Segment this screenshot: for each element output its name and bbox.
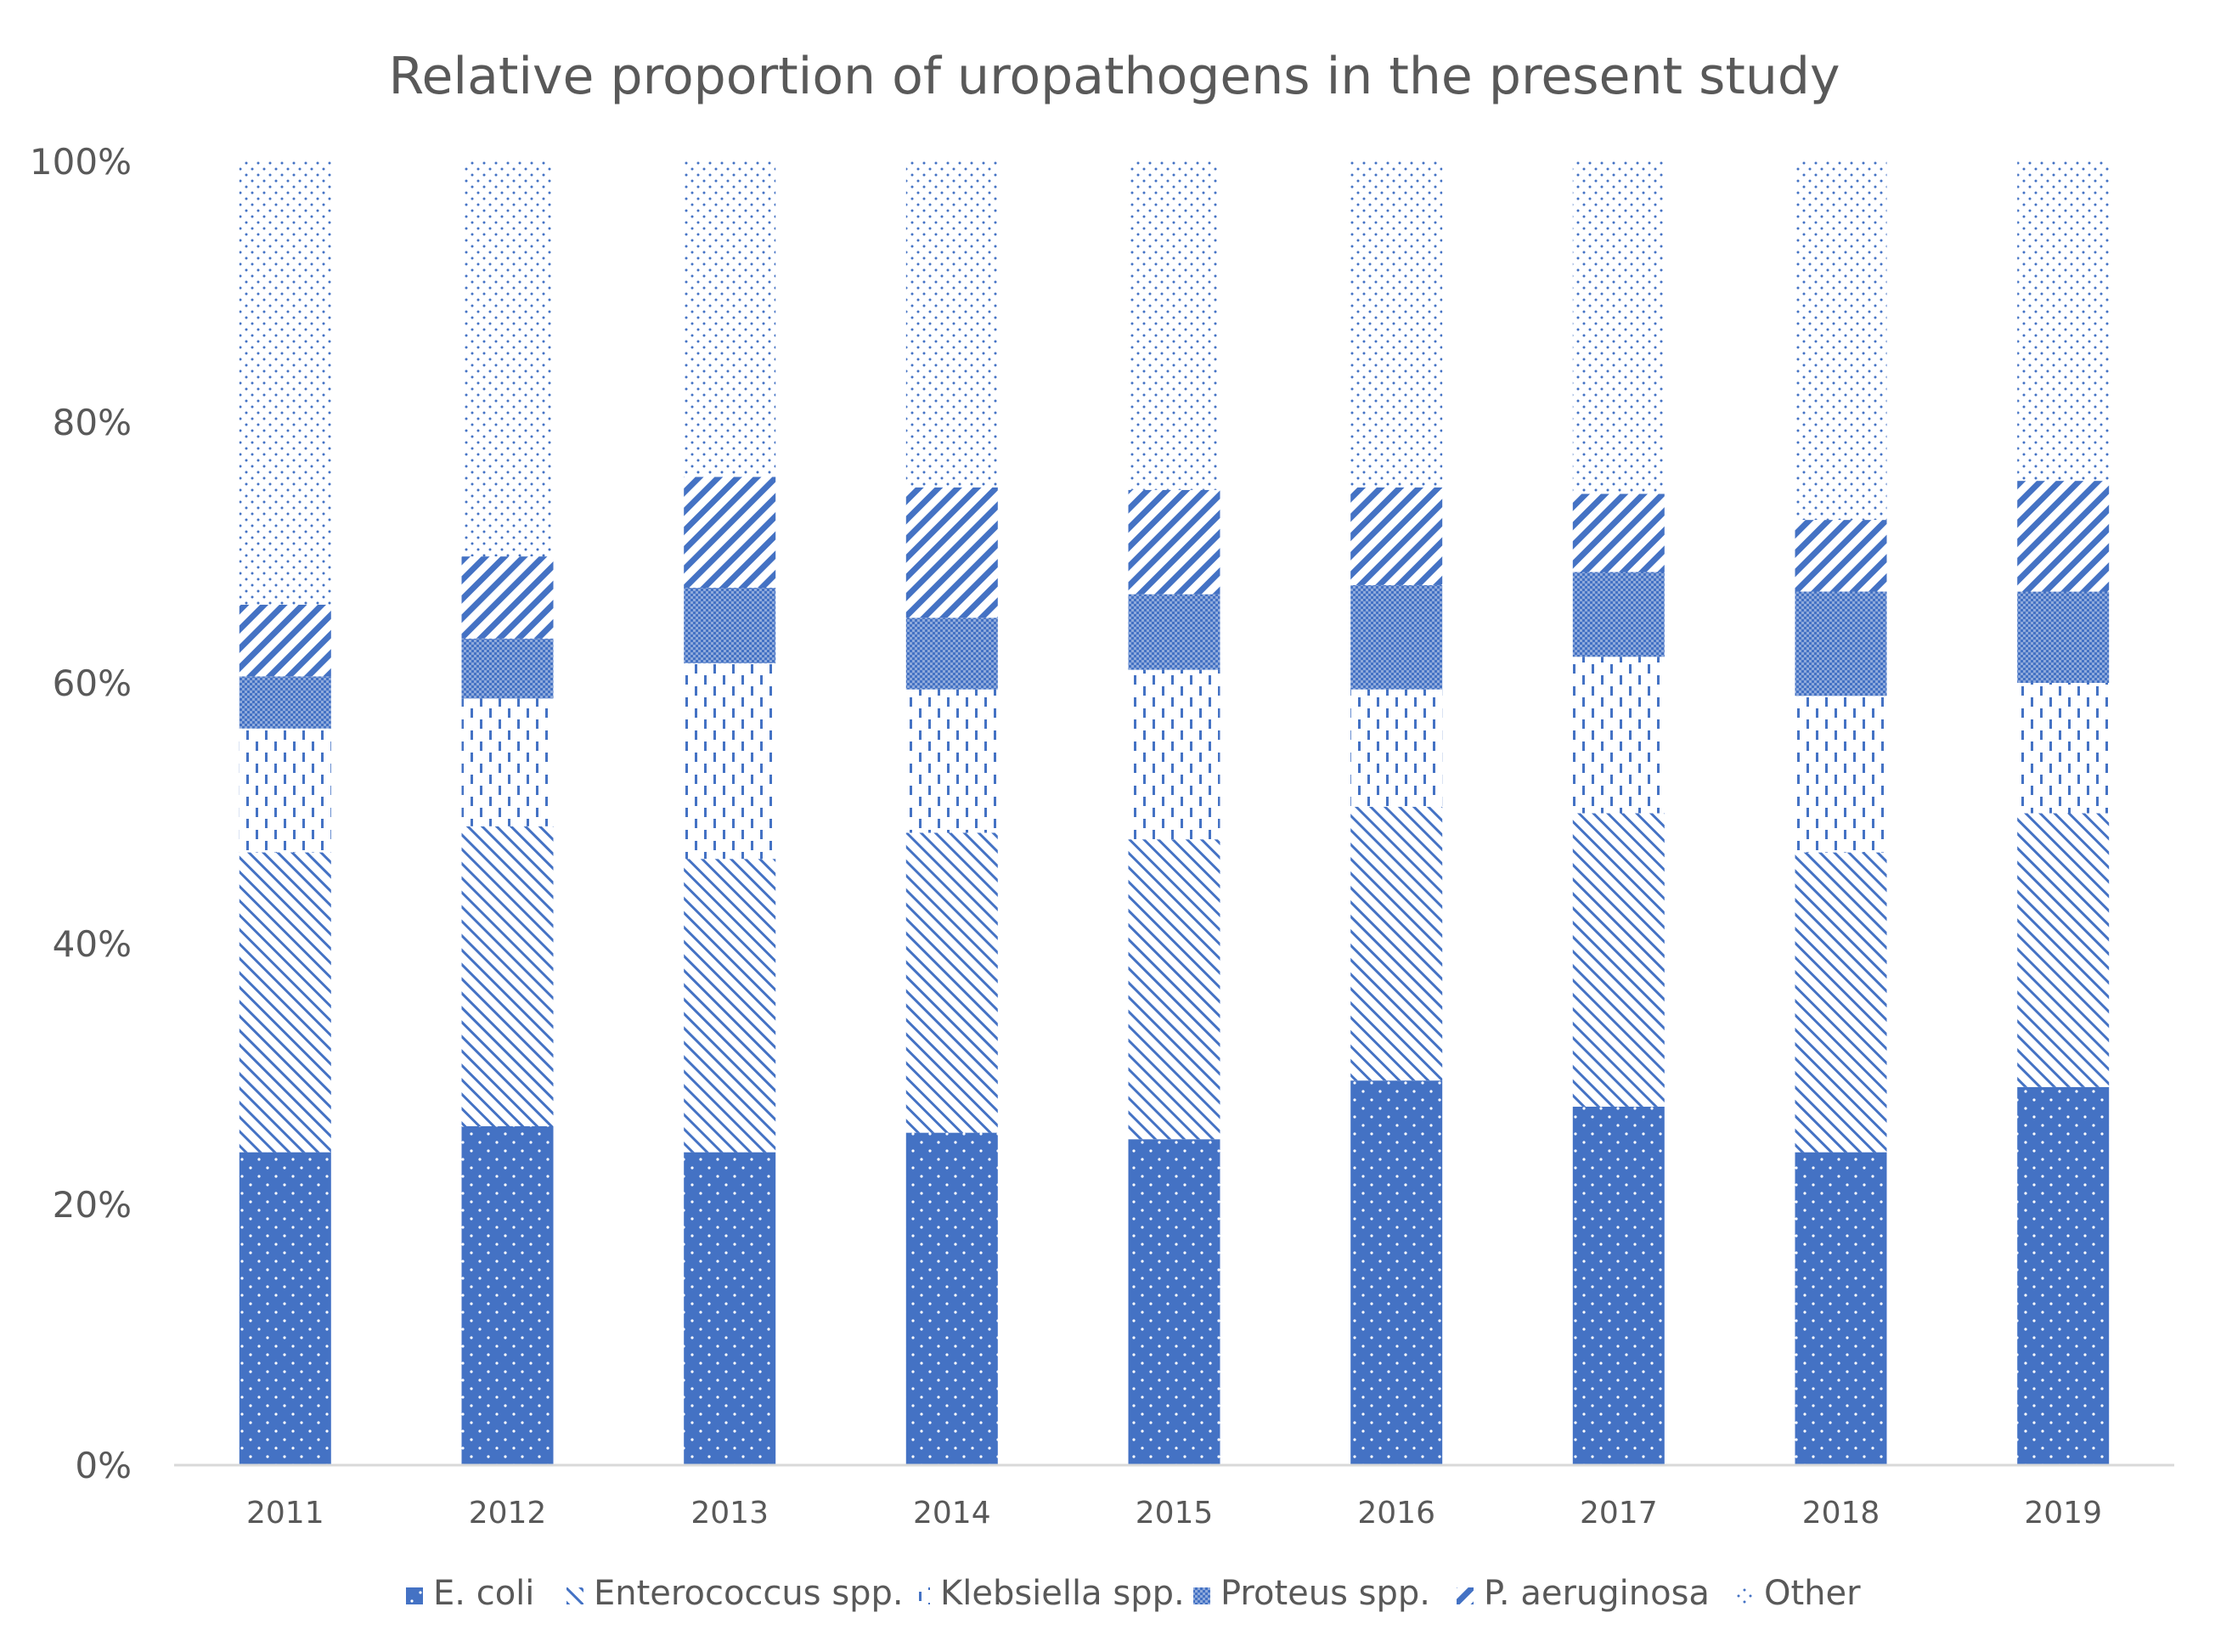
bar-segment-enterococcus-spp-2018 [1795,852,1887,1153]
bar-segment-p-aeruginosa-2019 [2017,481,2110,592]
bar-segment-p-aeruginosa-2016 [1350,487,1443,585]
legend-label-e-coli: E. coli [433,1574,534,1613]
bar-segment-other-2014 [905,161,998,488]
bar-segment-enterococcus-spp-2016 [1350,806,1443,1081]
legend-label-proteus-spp: Proteus spp. [1220,1574,1430,1613]
bar-segment-klebsiella-spp-2017 [1572,657,1665,814]
bar-segment-other-2016 [1350,161,1443,488]
bar-segment-klebsiella-spp-2013 [684,663,776,860]
x-tick-label: 2018 [1802,1496,1880,1531]
bar-segment-other-2012 [461,161,554,557]
y-tick-label: 20% [53,1184,132,1226]
bar-segment-proteus-spp-2011 [239,676,331,729]
x-tick-label: 2017 [1580,1496,1658,1531]
bar-segment-e-coli-2011 [239,1152,331,1465]
x-tick-label: 2012 [469,1496,547,1531]
bar-segment-p-aeruginosa-2015 [1128,489,1220,595]
bar-segment-proteus-spp-2014 [905,617,998,690]
bars-group [239,161,2110,1466]
legend-swatch-p-aeruginosa [1457,1587,1474,1604]
bar-segment-e-coli-2016 [1350,1080,1443,1465]
bar-segment-klebsiella-spp-2011 [239,728,331,853]
bar-segment-other-2013 [684,161,776,477]
x-tick-label: 2011 [246,1496,324,1531]
bar-segment-e-coli-2012 [461,1125,554,1465]
bar-segment-klebsiella-spp-2015 [1128,669,1220,840]
y-axis: 0% 20% 40% 60% 80% 100% [30,141,132,1486]
bar-segment-p-aeruginosa-2017 [1572,493,1665,572]
bar-segment-other-2015 [1128,161,1220,490]
bar-segment-enterococcus-spp-2011 [239,852,331,1153]
bar-segment-proteus-spp-2019 [2017,591,2110,683]
bar-segment-klebsiella-spp-2012 [461,698,554,826]
legend-label-other: Other [1764,1574,1861,1613]
x-axis: 2011 2012 2013 2014 2015 2016 2017 2018 2019 [246,1496,2102,1531]
bar-segment-e-coli-2014 [905,1132,998,1465]
bar-segment-p-aeruginosa-2014 [905,487,998,618]
bar-segment-other-2019 [2017,161,2110,482]
chart-title: Relative proportion of uropathogens in t… [389,47,1840,106]
bar-segment-e-coli-2019 [2017,1086,2110,1465]
legend-swatch-enterococcus-spp [566,1587,583,1604]
bar-segment-proteus-spp-2018 [1795,591,1887,696]
bar-segment-enterococcus-spp-2015 [1128,839,1220,1140]
bar-segment-proteus-spp-2016 [1350,584,1443,690]
bar-segment-p-aeruginosa-2011 [239,604,331,677]
bar-segment-proteus-spp-2012 [461,638,554,699]
y-tick-label: 0% [75,1445,132,1486]
bar-segment-other-2017 [1572,161,1665,494]
bar-segment-klebsiella-spp-2019 [2017,683,2110,814]
legend-swatch-e-coli [406,1587,423,1604]
x-tick-label: 2013 [690,1496,769,1531]
bar-segment-e-coli-2018 [1795,1152,1887,1465]
legend-label-p-aeruginosa: P. aeruginosa [1484,1574,1710,1613]
bar-segment-proteus-spp-2013 [684,587,776,663]
bar-segment-p-aeruginosa-2018 [1795,520,1887,592]
bar-segment-p-aeruginosa-2012 [461,556,554,639]
bar-segment-e-coli-2015 [1128,1139,1220,1466]
legend-swatch-other [1737,1587,1754,1604]
bar-segment-enterococcus-spp-2019 [2017,813,2110,1087]
bar-segment-enterococcus-spp-2012 [461,826,554,1126]
legend-swatch-proteus-spp [1193,1587,1210,1604]
legend-label-enterococcus-spp: Enterococcus spp. [594,1574,904,1613]
bar-segment-p-aeruginosa-2013 [684,476,776,588]
bar-segment-proteus-spp-2017 [1572,572,1665,657]
y-tick-label: 80% [53,402,132,443]
x-tick-label: 2015 [1136,1496,1214,1531]
y-tick-label: 60% [53,662,132,704]
x-tick-label: 2016 [1357,1496,1435,1531]
y-tick-label: 100% [30,141,132,183]
bar-segment-klebsiella-spp-2018 [1795,696,1887,853]
bar-segment-enterococcus-spp-2014 [905,832,998,1133]
bar-segment-enterococcus-spp-2013 [684,859,776,1153]
bar-segment-e-coli-2017 [1572,1106,1665,1465]
y-tick-label: 40% [53,923,132,965]
bar-segment-klebsiella-spp-2014 [905,689,998,833]
bar-segment-proteus-spp-2015 [1128,594,1220,670]
legend-swatch-klebsiella-spp [913,1587,930,1604]
bar-segment-klebsiella-spp-2016 [1350,689,1443,807]
legend: E. coli Enterococcus spp. Klebsiella spp. P… [406,1574,1861,1613]
bar-segment-other-2018 [1795,161,1887,521]
x-tick-label: 2019 [2024,1496,2102,1531]
bar-segment-e-coli-2013 [684,1152,776,1465]
x-tick-label: 2014 [913,1496,991,1531]
legend-label-klebsiella-spp: Klebsiella spp. [940,1574,1185,1613]
bar-segment-other-2011 [239,161,331,605]
bar-segment-enterococcus-spp-2017 [1572,813,1665,1107]
